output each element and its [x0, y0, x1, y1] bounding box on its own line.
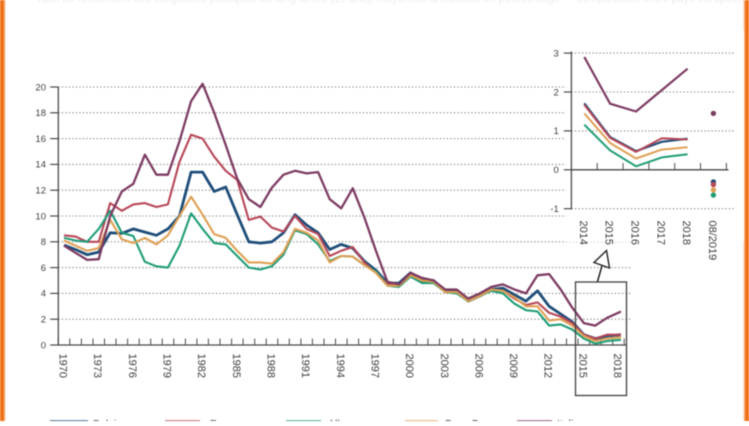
svg-text:2018: 2018 — [680, 221, 692, 245]
svg-text:1994: 1994 — [334, 354, 346, 378]
svg-text:2006: 2006 — [472, 354, 484, 378]
svg-text:0: 0 — [41, 340, 46, 351]
svg-text:0: 0 — [554, 165, 559, 176]
svg-text:8: 8 — [41, 237, 46, 248]
svg-text:1973: 1973 — [91, 354, 103, 378]
svg-text:2015: 2015 — [603, 221, 615, 245]
svg-text:14: 14 — [35, 160, 46, 171]
svg-text:1: 1 — [554, 126, 559, 137]
svg-text:1982: 1982 — [195, 354, 207, 378]
svg-text:3: 3 — [554, 48, 559, 59]
svg-text:-1: -1 — [550, 204, 558, 215]
svg-text:1976: 1976 — [126, 354, 138, 378]
svg-text:6: 6 — [41, 263, 46, 274]
svg-text:2016: 2016 — [629, 221, 641, 245]
svg-text:2014: 2014 — [577, 221, 589, 245]
svg-text:1979: 1979 — [161, 354, 173, 378]
svg-text:4: 4 — [41, 289, 46, 300]
svg-text:2: 2 — [41, 315, 46, 326]
svg-text:2009: 2009 — [507, 354, 519, 378]
svg-text:2015: 2015 — [576, 354, 588, 378]
svg-text:2018: 2018 — [611, 354, 623, 378]
svg-text:Taux de rendement des obligati: Taux de rendement des obligations publiq… — [36, 0, 749, 5]
svg-text:1985: 1985 — [230, 354, 242, 378]
svg-text:2000: 2000 — [403, 354, 415, 378]
svg-text:1988: 1988 — [265, 354, 277, 378]
svg-text:12: 12 — [35, 186, 46, 197]
svg-text:18: 18 — [35, 108, 46, 119]
svg-text:1997: 1997 — [369, 354, 381, 378]
svg-text:16: 16 — [35, 134, 46, 145]
svg-text:2017: 2017 — [654, 221, 666, 245]
svg-text:2003: 2003 — [438, 354, 450, 378]
svg-text:1991: 1991 — [299, 354, 311, 378]
svg-text:20: 20 — [35, 82, 46, 93]
svg-text:1970: 1970 — [57, 354, 69, 378]
svg-text:10: 10 — [35, 211, 46, 222]
svg-text:08/2019: 08/2019 — [706, 221, 718, 261]
svg-text:2012: 2012 — [542, 354, 554, 378]
svg-text:2: 2 — [554, 87, 559, 98]
